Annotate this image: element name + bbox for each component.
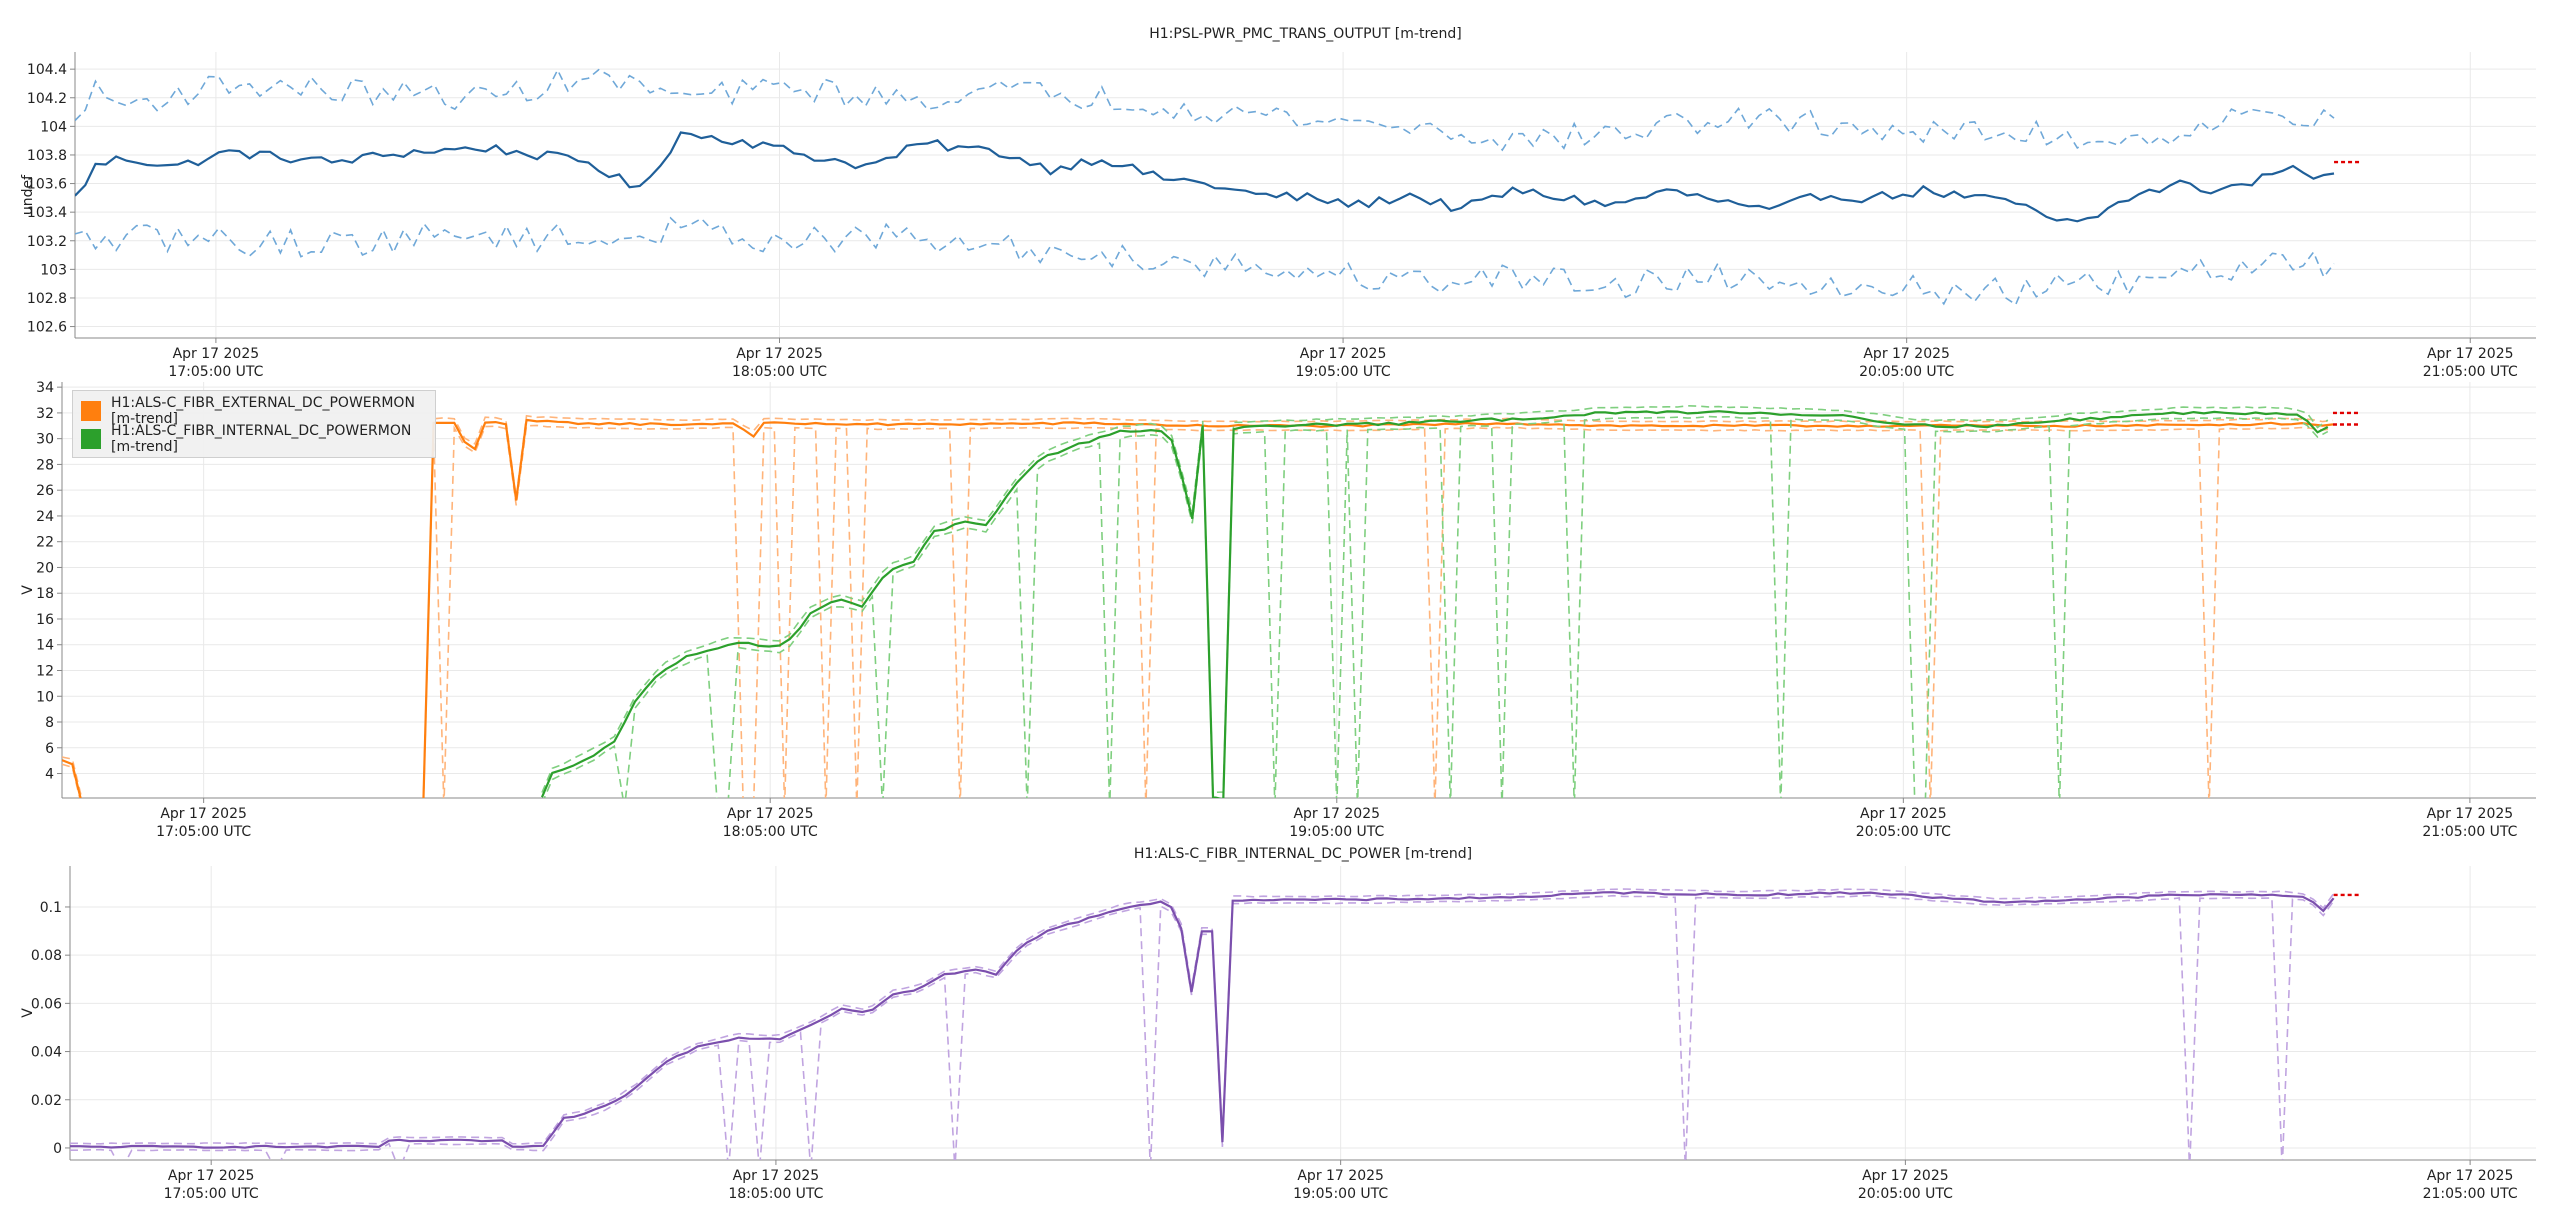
x-tick-date: Apr 17 2025 — [2427, 806, 2514, 822]
y-tick-label: 102.6 — [27, 320, 67, 336]
legend-item-external[interactable]: H1:ALS-C_FIBR_EXTERNAL_DC_POWERMON [m-tr… — [81, 395, 427, 427]
series-max-line — [62, 414, 2334, 798]
plot-area[interactable] — [62, 382, 2536, 798]
y-tick-label: 0.02 — [31, 1093, 62, 1109]
legend-item-internal[interactable]: H1:ALS-C_FIBR_INTERNAL_DC_POWERMON [m-tr… — [81, 423, 427, 455]
x-tick-date: Apr 17 2025 — [1300, 346, 1387, 362]
y-tick-label: 0.06 — [31, 996, 62, 1012]
legend-label-internal: H1:ALS-C_FIBR_INTERNAL_DC_POWERMON [m-tr… — [111, 423, 412, 455]
y-tick-label: 28 — [36, 457, 54, 473]
x-tick-date: Apr 17 2025 — [173, 346, 260, 362]
panel-pmc-trans-output[interactable]: H1:PSL-PWR_PMC_TRANS_OUTPUT [m-trend] 102… — [20, 26, 2536, 380]
series-line-3[interactable] — [75, 216, 2335, 306]
x-tick-time: 21:05:00 UTC — [2423, 1186, 2518, 1202]
x-tick-date: Apr 17 2025 — [736, 346, 823, 362]
legend[interactable]: H1:ALS-C_FIBR_EXTERNAL_DC_POWERMON [m-tr… — [72, 390, 436, 458]
series-line-1[interactable] — [70, 890, 2335, 1149]
legend-label-external: H1:ALS-C_FIBR_EXTERNAL_DC_POWERMON [m-tr… — [111, 395, 415, 427]
x-tick-time: 19:05:00 UTC — [1293, 1186, 1388, 1202]
legend-swatch-orange — [81, 401, 101, 421]
y-tick-label: 103.6 — [27, 177, 67, 193]
x-tick-date: Apr 17 2025 — [168, 1168, 255, 1184]
x-tick-time: 18:05:00 UTC — [732, 364, 827, 380]
y-tick-label: 0.04 — [31, 1045, 62, 1061]
x-tick-date: Apr 17 2025 — [2427, 346, 2514, 362]
plot-area[interactable] — [70, 866, 2536, 1160]
y-tick-label: 10 — [36, 689, 54, 705]
y-tick-label: 103 — [40, 262, 67, 278]
y-axis-label: V — [20, 1008, 36, 1018]
y-axis-label: V — [20, 585, 36, 595]
y-tick-label: 0 — [53, 1141, 62, 1157]
x-tick-time: 17:05:00 UTC — [156, 824, 251, 840]
x-tick-time: 21:05:00 UTC — [2422, 824, 2517, 840]
chart-title: H1:ALS-C_FIBR_INTERNAL_DC_POWER [m-trend… — [1134, 846, 1472, 862]
x-tick-time: 20:05:00 UTC — [1856, 824, 1951, 840]
x-tick-time: 19:05:00 UTC — [1296, 364, 1391, 380]
y-tick-label: 18 — [36, 586, 54, 602]
x-tick-date: Apr 17 2025 — [733, 1168, 820, 1184]
y-tick-label: 20 — [36, 560, 54, 576]
y-tick-label: 26 — [36, 483, 54, 499]
series-max-line — [541, 404, 2329, 794]
y-tick-label: 32 — [36, 406, 54, 422]
y-tick-label: 6 — [45, 741, 54, 757]
y-tick-label: 103.8 — [27, 148, 67, 164]
series-min-line — [543, 415, 2329, 798]
series-group — [62, 404, 2334, 807]
y-tick-label: 102.8 — [27, 291, 67, 307]
y-tick-label: 8 — [45, 715, 54, 731]
x-tick-time: 17:05:00 UTC — [168, 364, 263, 380]
y-tick-label: 4 — [45, 767, 54, 783]
y-tick-label: 103.2 — [27, 234, 67, 250]
x-tick-date: Apr 17 2025 — [160, 806, 247, 822]
series-group — [75, 68, 2335, 306]
y-tick-label: 0.08 — [31, 948, 62, 964]
x-tick-date: Apr 17 2025 — [727, 806, 814, 822]
y-tick-label: 16 — [36, 612, 54, 628]
x-tick-time: 17:05:00 UTC — [164, 1186, 259, 1202]
y-tick-label: 30 — [36, 432, 54, 448]
x-tick-date: Apr 17 2025 — [2427, 1168, 2514, 1184]
x-tick-date: Apr 17 2025 — [1862, 1168, 1949, 1184]
y-tick-label: 12 — [36, 663, 54, 679]
y-tick-label: 104 — [40, 119, 67, 135]
chart-title: H1:PSL-PWR_PMC_TRANS_OUTPUT [m-trend] — [1149, 26, 1461, 42]
x-tick-time: 18:05:00 UTC — [723, 824, 818, 840]
series-max-line — [70, 888, 2335, 1145]
x-tick-time: 20:05:00 UTC — [1858, 1186, 1953, 1202]
x-tick-time: 18:05:00 UTC — [728, 1186, 823, 1202]
y-tick-label: 14 — [36, 638, 54, 654]
panel-fibr-internal-dc-power[interactable]: H1:ALS-C_FIBR_INTERNAL_DC_POWER [m-trend… — [20, 846, 2536, 1202]
series-line-1[interactable] — [75, 131, 2335, 223]
series-line-1[interactable] — [62, 418, 2334, 807]
x-tick-date: Apr 17 2025 — [1860, 806, 1947, 822]
y-tick-label: 34 — [36, 380, 54, 396]
y-tick-label: 22 — [36, 535, 54, 551]
y-tick-label: 104.4 — [27, 62, 67, 78]
y-tick-label: 24 — [36, 509, 54, 525]
series-line-2[interactable] — [540, 410, 2329, 799]
x-tick-date: Apr 17 2025 — [1863, 346, 1950, 362]
series-group — [70, 888, 2335, 1160]
y-tick-label: 103.4 — [27, 205, 67, 221]
series-min-line — [62, 424, 2334, 798]
x-tick-time: 21:05:00 UTC — [2423, 364, 2518, 380]
x-tick-time: 19:05:00 UTC — [1289, 824, 1384, 840]
x-tick-time: 20:05:00 UTC — [1859, 364, 1954, 380]
y-axis-label: undef — [20, 174, 36, 215]
x-tick-date: Apr 17 2025 — [1293, 806, 1380, 822]
x-tick-date: Apr 17 2025 — [1297, 1168, 1384, 1184]
series-line-2[interactable] — [75, 68, 2335, 152]
legend-swatch-green — [81, 429, 101, 449]
y-tick-label: 104.2 — [27, 91, 67, 107]
y-tick-label: 0.1 — [40, 900, 62, 916]
panel-fibr-dc-powermon[interactable]: 4 6 8 10 12 14 16 18 20 22 24 26 28 30 32 34 Apr 17 2025… — [20, 380, 2536, 840]
